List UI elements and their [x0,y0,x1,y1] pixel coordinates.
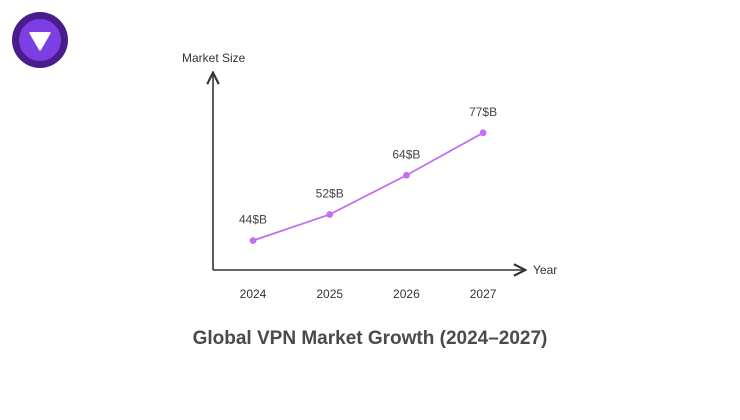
data-label: 52$B [316,186,344,200]
data-point [249,237,257,245]
y-axis-title: Market Size [182,51,246,65]
data-point [403,171,410,179]
data-point [326,211,334,218]
x-tick-label: 2027 [470,287,497,301]
x-tick-label: 2024 [240,287,267,301]
series-line [252,132,484,242]
x-tick-label: 2026 [393,287,420,301]
data-point [479,129,487,137]
chart-title: Global VPN Market Growth (2024–2027) [192,328,548,349]
data-label: 77$B [469,105,497,119]
data-label: 44$B [239,213,267,227]
brand-logo-icon [12,12,68,68]
x-tick-label: 2025 [316,287,343,301]
x-axis-title: Year [533,263,557,277]
data-label: 64$B [392,147,420,161]
